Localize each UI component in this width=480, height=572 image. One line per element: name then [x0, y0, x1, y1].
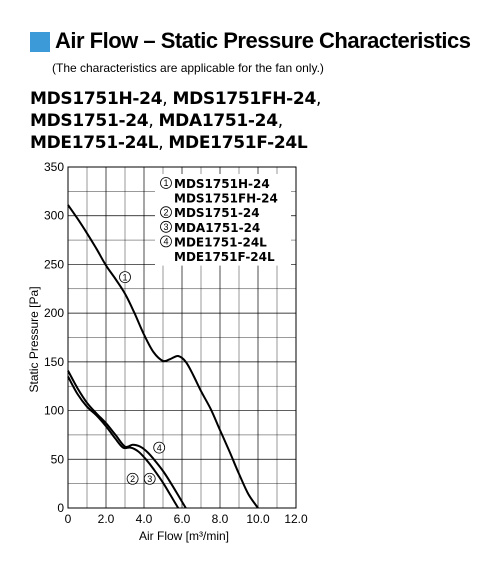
y-tick-label: 50: [51, 452, 65, 466]
curve-label-1-circle: [119, 271, 131, 283]
legend-marker-3-circle: [160, 220, 172, 233]
x-tick-label: 2.0: [98, 512, 115, 526]
legend-entry: MDS1751-24: [174, 206, 260, 220]
chart-header: Air Flow – Static Pressure Characteristi…: [30, 28, 471, 58]
model-name: MDS1751FH-24: [172, 89, 316, 109]
model-name: MDS1751H-24: [30, 89, 163, 109]
model-line-2: MDS1751-24, MDA1751-24,: [30, 111, 283, 131]
legend-entry: MDS1751H-24: [174, 177, 270, 191]
legend-entry: MDA1751-24: [174, 221, 260, 235]
legend-entry: MDS1751FH-24: [174, 192, 278, 206]
x-tick-label: 4.0: [136, 512, 153, 526]
legend-marker-2-circle: [160, 206, 172, 219]
y-tick-label: 0: [57, 501, 64, 515]
model-name: MDA1751-24: [158, 111, 279, 131]
x-tick-label: 0: [65, 512, 72, 526]
model-name: MDE1751F-24L: [168, 133, 308, 153]
y-tick-label: 350: [44, 160, 64, 174]
legend-marker-4-circle: [160, 235, 172, 248]
legend-marker-1-number: 1: [163, 178, 168, 188]
y-tick-label: 200: [44, 306, 64, 320]
y-tick-label: 100: [44, 404, 64, 418]
legend-background: [155, 174, 291, 266]
plot-frame: [67, 166, 297, 509]
legend-entry: MDE1751-24L: [174, 235, 267, 249]
x-tick-label: 10.0: [246, 512, 270, 526]
curve-label-3-number: 3: [147, 474, 152, 484]
curve-label-2-circle: [126, 472, 139, 485]
chart-subtitle: (The characteristics are applicable for …: [52, 61, 324, 75]
legend-marker-1-circle: [160, 177, 172, 189]
curve-label-2-number: 2: [130, 474, 135, 484]
x-axis-label: Air Flow [m³/min]: [139, 529, 229, 543]
y-axis-label: Static Pressure [Pa]: [27, 286, 41, 392]
x-tick-label: 8.0: [212, 512, 229, 526]
legend-marker-2-number: 2: [163, 207, 168, 217]
legend-marker-4-number: 4: [163, 237, 168, 247]
model-line-1: MDS1751H-24, MDS1751FH-24,: [30, 89, 322, 109]
curve-label-3-circle: [143, 472, 156, 485]
x-tick-label: 6.0: [174, 512, 191, 526]
x-tick-label: 12.0: [284, 512, 308, 526]
model-name: MDE1751-24L: [30, 133, 159, 153]
y-tick-label: 300: [44, 209, 64, 223]
legend-entry: MDE1751F-24L: [174, 250, 275, 264]
chart-title: Air Flow – Static Pressure Characteristi…: [55, 28, 471, 53]
curve-1: [67, 204, 259, 509]
curve-4: [67, 370, 187, 509]
curve-label-1-number: 1: [122, 272, 127, 282]
curve-label-4-number: 4: [157, 443, 162, 453]
title-accent-square: [30, 32, 50, 52]
model-line-3: MDE1751-24L, MDE1751F-24L: [30, 133, 308, 153]
y-tick-label: 150: [44, 355, 64, 369]
y-tick-label: 250: [44, 257, 64, 271]
model-list: MDS1751H-24, MDS1751FH-24, MDS1751-24, M…: [30, 88, 470, 154]
legend-marker-3-number: 3: [163, 222, 168, 232]
curve-label-4-circle: [153, 441, 166, 454]
model-name: MDS1751-24: [30, 111, 149, 131]
